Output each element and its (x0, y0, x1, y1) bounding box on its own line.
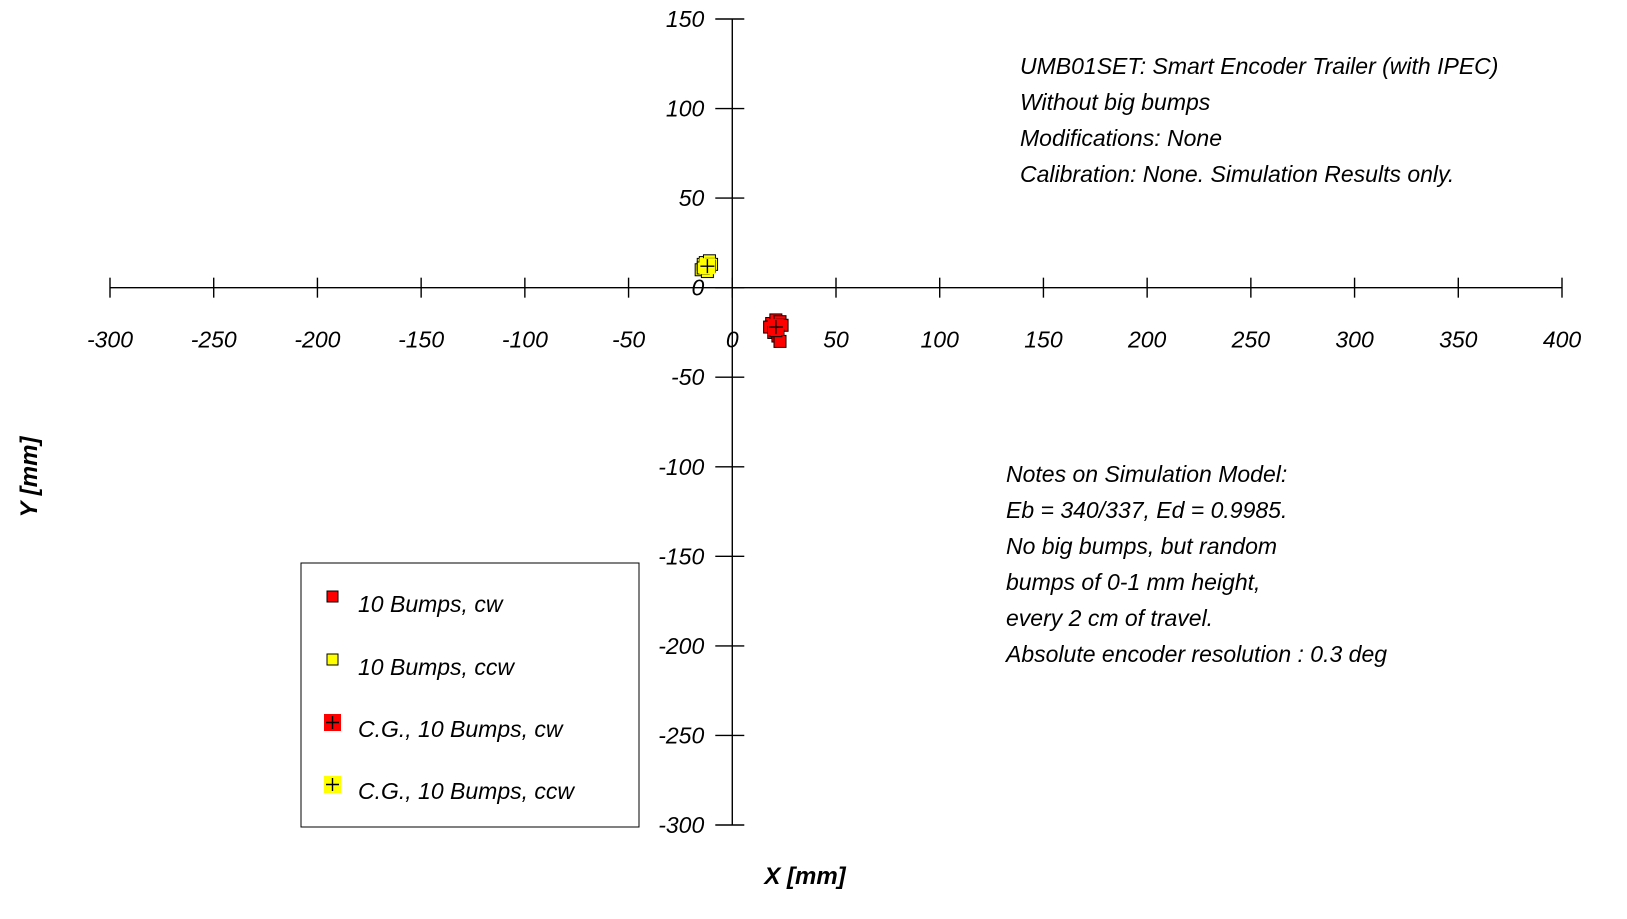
header-line: Modifications: None (1020, 125, 1222, 151)
x-tick-label: 100 (921, 327, 960, 353)
x-tick-label: -50 (612, 327, 645, 353)
cg-point-cw (767, 319, 784, 336)
y-tick-label: 0 (691, 275, 704, 301)
data-point-cw (773, 334, 787, 348)
axes: -300 -250 -200 -150 -100 -50 0 50 100 150 200 250 30… (87, 6, 1581, 838)
legend: 10 Bumps, cw 10 Bumps, ccw C.G., 10 Bump… (300, 562, 640, 828)
y-tick-label: -150 (658, 543, 704, 569)
legend-label: C.G., 10 Bumps, cw (358, 716, 564, 742)
legend-box (300, 562, 640, 828)
notes-line: Absolute encoder resolution : 0.3 deg (1004, 641, 1387, 667)
cg-plus (700, 259, 715, 274)
data-points (694, 254, 789, 348)
y-tick-label: -200 (658, 633, 704, 659)
y-tick-label: -100 (658, 454, 704, 480)
x-tick-label: -300 (87, 327, 133, 353)
legend-label: C.G., 10 Bumps, ccw (358, 778, 575, 804)
y-tick-label: -300 (658, 812, 704, 838)
header-line: UMB01SET: Smart Encoder Trailer (with IP… (1020, 53, 1498, 79)
notes-line: Notes on Simulation Model: (1006, 461, 1287, 487)
legend-label: 10 Bumps, cw (358, 591, 504, 617)
y-tick-label: 50 (679, 185, 705, 211)
header-annotation: UMB01SET: Smart Encoder Trailer (with IP… (1020, 53, 1498, 187)
cg-plus (768, 320, 783, 335)
x-tick-label: 150 (1024, 327, 1063, 353)
x-tick-label: -100 (502, 327, 548, 353)
y-tick-label: -50 (671, 364, 704, 390)
x-tick-label: 400 (1543, 327, 1582, 353)
x-axis-title: X [mm] (762, 863, 846, 890)
x-tick-label: 50 (823, 327, 849, 353)
x-tick-label: 200 (1127, 327, 1167, 353)
notes-annotation: Notes on Simulation Model: Eb = 340/337,… (1004, 461, 1387, 667)
header-line: Calibration: None. Simulation Results on… (1020, 161, 1454, 187)
x-tick-label: -250 (191, 327, 237, 353)
header-line: Without big bumps (1020, 89, 1211, 115)
legend-marker-cw (326, 590, 339, 603)
y-axis-title: Y [mm] (16, 436, 43, 518)
legend-plus-cg-cw (326, 716, 339, 729)
x-tick-label: 0 (726, 327, 739, 353)
notes-line: Eb = 340/337, Ed = 0.9985. (1006, 497, 1287, 523)
legend-label: 10 Bumps, ccw (358, 654, 515, 680)
notes-line: every 2 cm of travel. (1006, 605, 1213, 631)
y-tick-label: -250 (658, 722, 704, 748)
notes-line: No big bumps, but random (1006, 533, 1277, 559)
x-tick-label: 300 (1335, 327, 1374, 353)
notes-line: bumps of 0-1 mm height, (1006, 569, 1260, 595)
x-tick-label: 250 (1231, 327, 1271, 353)
y-tick-label: 100 (666, 96, 705, 122)
legend-plus-cg-ccw (326, 778, 339, 791)
x-tick-label: -150 (398, 327, 444, 353)
legend-marker-ccw (326, 653, 339, 666)
x-tick-label: 350 (1439, 327, 1478, 353)
x-tick-label: -200 (294, 327, 340, 353)
y-tick-label: 150 (666, 6, 705, 32)
cg-point-ccw (699, 258, 716, 275)
